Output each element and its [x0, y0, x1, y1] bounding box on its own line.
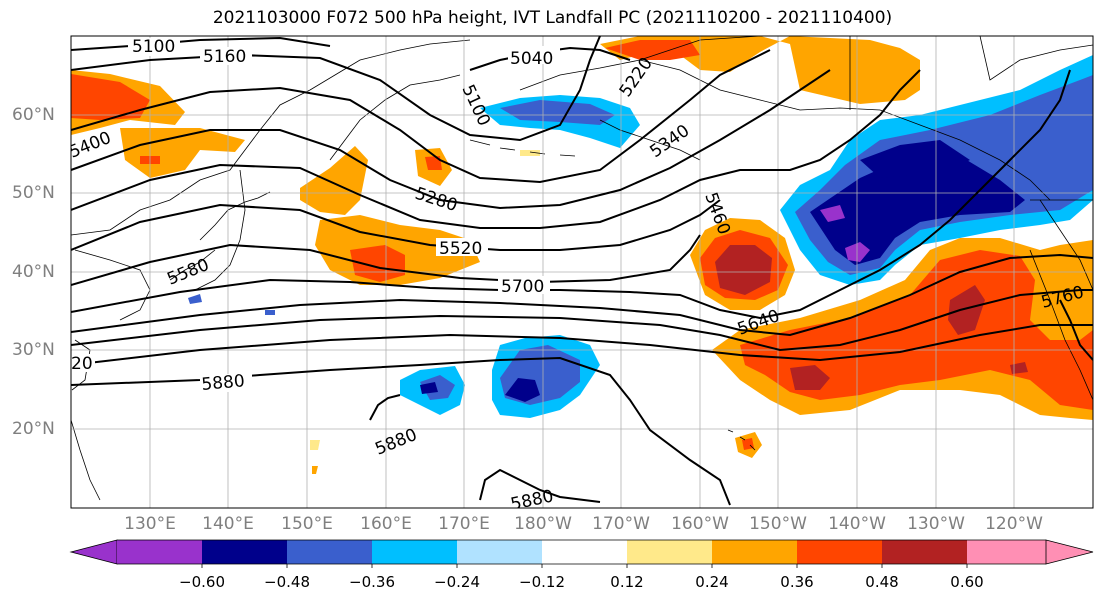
colorbar-swatch [967, 540, 1046, 564]
lon-label: 120°W [985, 514, 1043, 534]
colorbar-tick-label: 0.48 [865, 573, 899, 591]
lon-label: 160°E [360, 514, 412, 534]
colorbar-tick-label: −0.12 [519, 573, 565, 591]
lon-label: 140°W [828, 514, 886, 534]
colorbar-tick-label: −0.36 [349, 573, 395, 591]
lon-label: 170°E [438, 514, 490, 534]
colorbar-tick-label: 0.12 [610, 573, 644, 591]
colorbar-extend-high [1045, 539, 1094, 565]
figure-title: 2021103000 F072 500 hPa height, IVT Land… [212, 8, 893, 28]
colorbar-swatch [797, 540, 882, 564]
lon-label: 140°E [202, 514, 254, 534]
contour-label: 5160 [203, 47, 246, 67]
colorbar-tick-label: 0.36 [780, 573, 814, 591]
contour-label: 20 [71, 354, 93, 374]
colorbar-tick-label: −0.60 [179, 573, 225, 591]
lon-label: 170°W [592, 514, 650, 534]
colorbar-tick-label: −0.24 [434, 573, 480, 591]
lat-label: 20°N [12, 419, 55, 439]
colorbar-tick-label: −0.48 [264, 573, 310, 591]
lat-label: 60°N [12, 105, 55, 125]
colorbar-swatch [202, 540, 287, 564]
colorbar-swatch [542, 540, 627, 564]
colorbar-tick-label: 0.60 [950, 573, 984, 591]
contour-label: 5040 [510, 49, 553, 69]
colorbar-swatch [712, 540, 797, 564]
lon-label: 130°E [124, 514, 176, 534]
colorbar-swatch [882, 540, 967, 564]
contour-label: 5100 [132, 37, 175, 57]
contour-label: 5880 [201, 371, 246, 395]
colorbar-swatch [117, 540, 202, 564]
lon-label: 180°W [514, 514, 572, 534]
contour-label: 5520 [439, 239, 482, 259]
map-frame [70, 35, 1094, 509]
contour-label: 5700 [501, 277, 544, 297]
lon-label: 130°W [907, 514, 965, 534]
colorbar-tick-label: 0.24 [695, 573, 729, 591]
height-contours [71, 36, 1093, 506]
lon-label: 160°W [671, 514, 729, 534]
colorbar-swatch [457, 540, 542, 564]
lat-label: 50°N [12, 183, 55, 203]
gridlines [71, 36, 1093, 508]
lon-label: 150°E [281, 514, 333, 534]
lon-label: 150°W [749, 514, 807, 534]
ivt-negative-shading [188, 55, 1093, 418]
colorbar [69, 539, 1094, 568]
colorbar-swatch [287, 540, 372, 564]
lat-label: 40°N [12, 262, 55, 282]
colorbar-extend-low [69, 539, 118, 565]
colorbar-swatch [627, 540, 712, 564]
lat-label: 30°N [12, 340, 55, 360]
colorbar-swatch [372, 540, 457, 564]
